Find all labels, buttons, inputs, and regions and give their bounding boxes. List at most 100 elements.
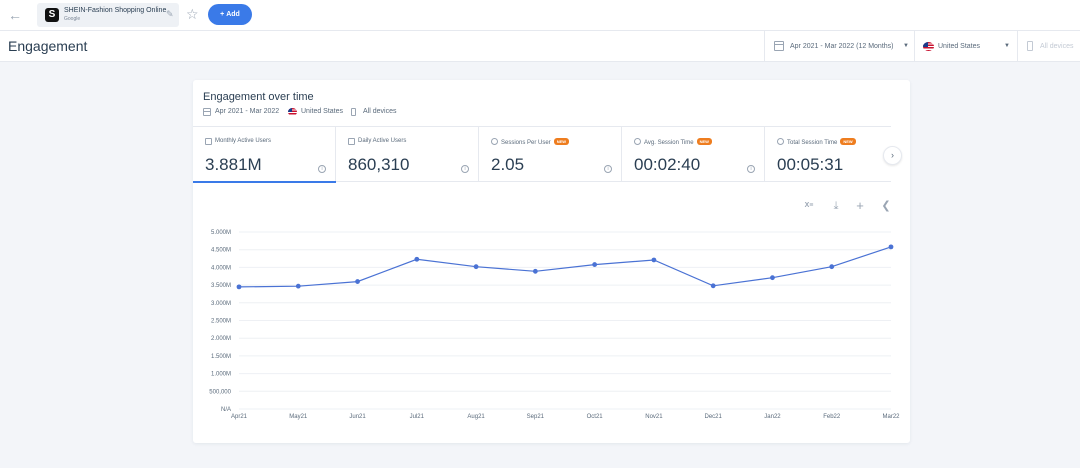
edit-pencil-icon[interactable]: ✎ [166, 9, 174, 19]
clock-icon [777, 138, 784, 145]
data-point[interactable] [532, 268, 538, 274]
x-tick-label: Nov21 [645, 414, 663, 420]
app-tab[interactable]: S SHEIN-Fashion Shopping Online Google ✎ [37, 3, 179, 27]
data-point[interactable] [770, 275, 775, 281]
info-icon[interactable]: i [604, 165, 612, 173]
x-tick-label: Mar22 [882, 414, 900, 420]
meta-country: United States [301, 108, 344, 115]
y-tick-label: 4.500M [211, 248, 231, 254]
data-point[interactable] [473, 264, 479, 270]
y-tick-label: 2.500M [211, 319, 231, 325]
data-point[interactable] [651, 257, 657, 263]
engagement-line-chart: N/A 500,000 1.000M 1.500M 2.000M 2.500M 3.000M… [209, 230, 900, 420]
metric-label: Avg. Session Time [644, 140, 694, 146]
country-label: United States [938, 43, 981, 50]
data-point[interactable] [355, 279, 360, 284]
metric-tab-sessions-per-user[interactable]: Sessions Per User NEW 2.05 i [479, 127, 622, 182]
top-bar: ← S SHEIN-Fashion Shopping Online Google… [0, 0, 1080, 31]
meta-device: All devices [363, 108, 397, 115]
metric-value: 3.881M [205, 155, 262, 174]
data-point[interactable] [592, 262, 598, 267]
calendar-icon [774, 41, 784, 51]
data-point[interactable] [829, 264, 835, 270]
new-badge: NEW [696, 138, 712, 145]
data-point[interactable] [710, 283, 716, 289]
us-flag-icon [923, 42, 934, 51]
calendar-day-icon [348, 138, 355, 145]
metric-value: 2.05 [491, 155, 525, 174]
country-filter[interactable]: United States ▼ [914, 31, 1017, 62]
metric-value: 860,310 [348, 155, 410, 174]
y-tick-label: 1.000M [211, 372, 231, 378]
info-icon[interactable]: i [318, 165, 326, 173]
metric-tab-avg-session-time[interactable]: Avg. Session Time NEW 00:02:40 i [622, 127, 765, 182]
x-tick-label: Oct21 [587, 414, 604, 420]
calendar-icon [203, 108, 211, 116]
metric-label: Sessions Per User [501, 140, 551, 146]
app-name: SHEIN-Fashion Shopping Online [64, 7, 167, 14]
page-header: Engagement Apr 2021 - Mar 2022 (12 Month… [0, 31, 1080, 62]
us-flag-icon [288, 108, 297, 116]
y-tick-label: 1.500M [211, 354, 231, 360]
metric-label: Monthly Active Users [215, 138, 272, 144]
x-tick-label: Apr21 [231, 414, 248, 420]
app-logo-icon: S [45, 8, 59, 22]
star-icon[interactable]: ☆ [186, 6, 199, 22]
date-range-filter[interactable]: Apr 2021 - Mar 2022 (12 Months) ▼ [764, 31, 914, 62]
metric-tab-monthly-active-users[interactable]: Monthly Active Users 3.881M i [193, 127, 336, 183]
chevron-down-icon: ▼ [903, 43, 909, 49]
card-title: Engagement over time [203, 91, 314, 103]
data-point[interactable] [414, 256, 420, 262]
back-arrow-icon[interactable]: ← [8, 7, 22, 23]
engagement-card: Engagement over time Apr 2021 - Mar 2022… [193, 80, 910, 443]
metric-label: Total Session Time [787, 140, 838, 146]
x-tick-label: Jan22 [764, 414, 781, 420]
add-button[interactable]: + Add [208, 4, 252, 25]
metric-tab-daily-active-users[interactable]: Daily Active Users 860,310 i [336, 127, 479, 182]
x-tick-label: May21 [289, 414, 308, 420]
x-tick-label: Jun21 [349, 414, 366, 420]
y-tick-label: 4.000M [211, 265, 231, 271]
phone-icon [351, 108, 356, 116]
metric-value: 00:02:40 [634, 155, 701, 174]
metric-tab-total-session-time[interactable]: Total Session Time NEW 00:05:31 [765, 127, 891, 182]
plus-icon: + [220, 11, 225, 18]
date-range-label: Apr 2021 - Mar 2022 (12 Months) [790, 43, 894, 50]
info-icon[interactable]: i [747, 165, 755, 173]
chevron-down-icon: ▼ [1004, 43, 1010, 49]
data-point[interactable] [888, 244, 894, 250]
add-to-dashboard-icon[interactable]: + [856, 198, 864, 213]
calendar-icon [205, 138, 212, 145]
y-tick-label: 5.000M [211, 230, 231, 236]
metric-label: Daily Active Users [358, 138, 407, 144]
page-title: Engagement [8, 38, 88, 54]
x-tick-label: Aug21 [467, 414, 485, 420]
new-badge: NEW [840, 138, 856, 145]
app-store-label: Google [64, 16, 81, 22]
metric-value: 00:05:31 [777, 155, 844, 174]
next-metrics-button[interactable]: › [883, 146, 902, 165]
data-point[interactable] [236, 284, 242, 290]
device-label: All devices [1040, 43, 1074, 50]
x-tick-label: Dec21 [705, 414, 723, 420]
y-tick-label: 500,000 [209, 389, 231, 395]
new-badge: NEW [553, 138, 570, 145]
info-icon[interactable]: i [461, 165, 469, 173]
x-tick-label: Jul21 [410, 414, 425, 420]
phone-icon [1027, 41, 1033, 51]
device-filter[interactable]: All devices [1017, 31, 1080, 62]
share-icon[interactable]: ❮ [881, 200, 891, 212]
clock-icon [634, 138, 641, 145]
data-point[interactable] [295, 283, 301, 289]
download-icon[interactable]: ⤓ [833, 200, 839, 212]
user-icon [491, 138, 498, 145]
y-tick-label: 3.500M [211, 283, 231, 289]
y-tick-label: 2.000M [211, 336, 231, 342]
y-tick-label: N/A [221, 407, 231, 413]
meta-date: Apr 2021 - Mar 2022 [215, 108, 280, 115]
x-tick-label: Sep21 [527, 414, 545, 420]
x-tick-label: Feb22 [823, 414, 841, 420]
excel-export-icon[interactable]: X≡ [804, 202, 814, 209]
metrics-tabs: Monthly Active Users 3.881M i Daily Acti… [193, 126, 891, 183]
y-tick-label: 3.000M [211, 301, 231, 307]
